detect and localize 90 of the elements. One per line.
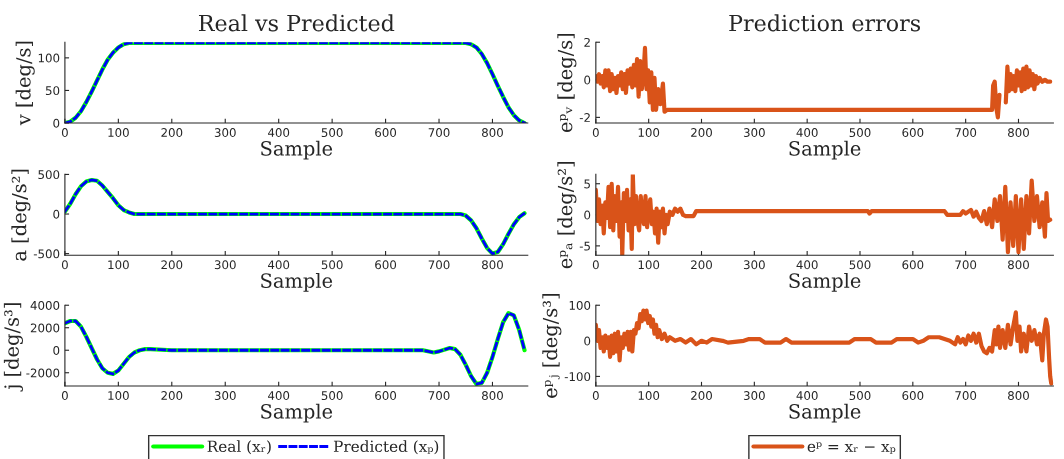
y-axis-title: a [deg/s²] xyxy=(11,169,31,261)
x-tick-label: 500 xyxy=(321,128,343,138)
x-tick-label: 700 xyxy=(955,391,977,401)
x-tick-label: 300 xyxy=(743,128,765,138)
x-tick-label: 200 xyxy=(691,260,712,270)
x-tick-label: 200 xyxy=(691,128,712,138)
y-tick-label: 0 xyxy=(53,345,60,355)
x-tick-label: 400 xyxy=(268,391,290,401)
x-tick-label: 300 xyxy=(214,260,236,270)
x-tick-label: 500 xyxy=(849,260,871,270)
y-tick-label: 2 xyxy=(584,37,590,47)
y-tick-label: 50 xyxy=(45,86,60,96)
x-tick-label: 800 xyxy=(1008,128,1029,138)
y-tick-label: 500 xyxy=(38,170,60,180)
chart-title: Prediction errors xyxy=(729,14,921,32)
x-tick-label: 100 xyxy=(108,128,129,138)
x-axis-title: Sample xyxy=(789,140,861,160)
x-tick-label: 100 xyxy=(638,128,660,138)
legend-label: eᵖ = xᵣ − xₚ xyxy=(807,442,896,454)
x-tick-label: 800 xyxy=(482,391,503,401)
y-tick-label: 0 xyxy=(53,209,60,219)
x-tick-label: 200 xyxy=(161,128,183,138)
x-tick-label: 600 xyxy=(902,260,924,270)
x-tick-label: 600 xyxy=(375,128,397,138)
x-tick-label: 0 xyxy=(61,128,68,138)
x-tick-label: 500 xyxy=(849,128,871,138)
y-axis-title: v [deg/s] xyxy=(15,41,35,126)
y-tick-label: 0 xyxy=(584,210,591,220)
x-tick-label: 100 xyxy=(638,260,660,270)
x-tick-label: 700 xyxy=(955,128,977,138)
y-tick-label: -5 xyxy=(579,241,590,251)
x-tick-label: 0 xyxy=(61,391,68,401)
x-tick-label: 400 xyxy=(268,260,290,270)
x-tick-label: 500 xyxy=(321,260,343,270)
x-tick-label: 0 xyxy=(592,391,599,401)
legend-label: Predicted (xₚ) xyxy=(333,440,439,455)
x-tick-label: 500 xyxy=(849,391,871,401)
y-axis-title: eᵖᵥ [deg/s] xyxy=(557,33,577,133)
x-tick-label: 700 xyxy=(955,260,977,270)
x-tick-label: 700 xyxy=(428,260,450,270)
x-tick-label: 300 xyxy=(743,391,765,401)
x-tick-label: 800 xyxy=(1008,260,1029,270)
x-tick-label: 400 xyxy=(796,260,818,270)
chart-title: Real vs Predicted xyxy=(198,14,395,32)
y-tick-label: -2 xyxy=(579,113,590,122)
x-tick-label: 400 xyxy=(796,128,818,138)
x-tick-label: 300 xyxy=(743,260,765,270)
x-axis-title: Sample xyxy=(261,140,333,160)
x-tick-label: 800 xyxy=(1008,391,1029,401)
x-tick-label: 100 xyxy=(108,391,129,401)
x-tick-label: 600 xyxy=(375,391,397,401)
x-tick-label: 800 xyxy=(482,128,503,138)
x-tick-label: 400 xyxy=(796,391,818,401)
y-tick-label: -500 xyxy=(33,249,60,259)
x-axis-title: Sample xyxy=(789,403,861,423)
y-axis-title: eᵖⱼ [deg/s³] xyxy=(542,294,562,398)
x-tick-label: 800 xyxy=(482,260,503,270)
x-tick-label: 400 xyxy=(268,128,290,138)
y-tick-label: 5 xyxy=(584,179,590,189)
x-tick-label: 500 xyxy=(321,391,343,401)
y-tick-label: 0 xyxy=(584,336,591,346)
y-tick-label: 2000 xyxy=(30,323,60,333)
x-tick-label: 300 xyxy=(214,128,236,138)
x-tick-label: 600 xyxy=(375,260,397,270)
y-axis-title: j [deg/s³] xyxy=(3,303,23,392)
x-axis-title: Sample xyxy=(261,272,333,292)
x-axis-title: Sample xyxy=(789,272,861,292)
y-tick-label: 0 xyxy=(584,75,591,85)
legend-label: Real (xᵣ) xyxy=(207,440,271,455)
x-tick-label: 100 xyxy=(108,260,129,270)
x-tick-label: 600 xyxy=(902,128,924,138)
x-tick-label: 0 xyxy=(592,128,599,138)
x-tick-label: 0 xyxy=(592,260,599,270)
y-tick-label: -100 xyxy=(564,372,591,382)
y-axis-title: eᵖₐ [deg/s²] xyxy=(557,162,577,269)
x-tick-label: 600 xyxy=(902,391,924,401)
x-tick-label: 700 xyxy=(428,128,450,138)
x-axis-title: Sample xyxy=(261,403,333,423)
y-tick-label: 4000 xyxy=(30,300,60,310)
x-tick-label: 100 xyxy=(638,391,660,401)
x-tick-label: 300 xyxy=(214,391,236,401)
y-tick-label: 0 xyxy=(53,118,60,128)
x-tick-label: 200 xyxy=(161,391,183,401)
y-tick-label: 100 xyxy=(38,53,60,63)
x-tick-label: 200 xyxy=(691,391,712,401)
x-tick-label: 700 xyxy=(428,391,450,401)
x-tick-label: 200 xyxy=(161,260,183,270)
y-tick-label: -2000 xyxy=(26,368,60,378)
y-tick-label: 100 xyxy=(569,300,591,310)
x-tick-label: 0 xyxy=(61,260,68,270)
